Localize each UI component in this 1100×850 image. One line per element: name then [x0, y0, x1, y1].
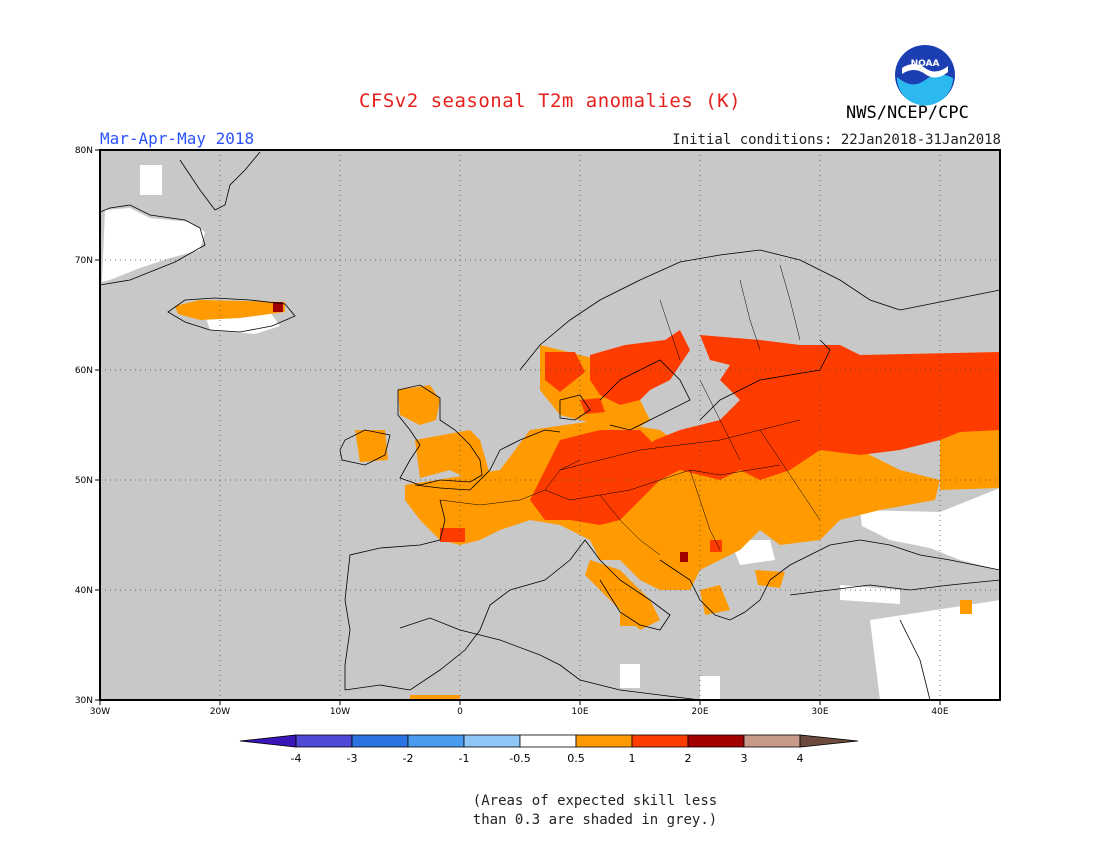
lon-tick-label: 10W — [330, 707, 350, 717]
lon-tick-label: 20W — [210, 707, 230, 717]
skill-note-line: (Areas of expected skill less — [472, 793, 718, 809]
colorbar-label: 0.5 — [567, 752, 585, 765]
colorbar-segment — [407, 734, 465, 748]
skill-note: (Areas of expected skill less than 0.3 a… — [0, 792, 1100, 830]
colorbar-segment — [519, 734, 577, 748]
lat-tick-labels: 30N 40N 50N 60N 70N 80N — [75, 146, 93, 706]
colorbar-labels: -4 -3 -2 -1 -0.5 0.5 1 2 3 4 — [291, 752, 804, 765]
agency-label: NWS/NCEP/CPC — [846, 103, 969, 123]
colorbar-label: -3 — [347, 752, 358, 765]
colorbar-segment — [295, 734, 353, 748]
lon-tick-label: 20E — [691, 707, 708, 717]
lat-tick-label: 60N — [75, 366, 93, 376]
noaa-logo: NOAA — [895, 45, 955, 106]
colorbar-segment — [575, 734, 633, 748]
skill-note-line: than 0.3 are shaded in grey.) — [472, 812, 718, 828]
lat-tick-label: 30N — [75, 696, 93, 706]
lon-tick-label: 40E — [931, 707, 948, 717]
colorbar-label: -1 — [459, 752, 470, 765]
colorbar — [239, 734, 859, 748]
coastlines — [100, 151, 1000, 700]
anomaly-1-to-2 — [440, 330, 1000, 552]
colorbar-label: -2 — [403, 752, 414, 765]
colorbar-label: 4 — [797, 752, 804, 765]
lon-tick-labels: 30W 20W 10W 0 10E 20E 30E 40E — [90, 707, 949, 717]
colorbar-label: 3 — [741, 752, 748, 765]
colorbar-segment — [463, 734, 521, 748]
grid-lines — [100, 150, 1000, 700]
tick-marks — [95, 149, 941, 705]
lat-tick-label: 70N — [75, 256, 93, 266]
anomaly-2-to-3 — [273, 302, 688, 562]
colorbar-label: -0.5 — [509, 752, 530, 765]
lat-tick-label: 40N — [75, 586, 93, 596]
lat-tick-label: 50N — [75, 476, 93, 486]
colorbar-label: 1 — [629, 752, 636, 765]
lon-tick-label: 30E — [811, 707, 828, 717]
lon-tick-label: 0 — [457, 707, 463, 717]
colorbar-label: -4 — [291, 752, 302, 765]
lat-tick-label: 80N — [75, 146, 93, 156]
anomaly-0-5-to-1 — [175, 300, 1000, 700]
colorbar-arrow-high — [799, 734, 859, 748]
colorbar-segment — [687, 734, 745, 748]
map-frame — [99, 149, 1001, 701]
colorbar-segment — [631, 734, 689, 748]
colorbar-arrow-low — [239, 734, 297, 748]
map-title: CFSv2 seasonal T2m anomalies (K) — [358, 90, 742, 112]
lon-tick-label: 10E — [571, 707, 588, 717]
colorbar-segment — [351, 734, 409, 748]
initial-conditions: Initial conditions: 22Jan2018-31Jan2018 — [672, 132, 1001, 148]
colorbar-segment — [743, 734, 801, 748]
logo-text: NOAA — [911, 59, 940, 69]
lon-tick-label: 30W — [90, 707, 110, 717]
colorbar-label: 2 — [685, 752, 692, 765]
forecast-period: Mar-Apr-May 2018 — [100, 129, 255, 148]
